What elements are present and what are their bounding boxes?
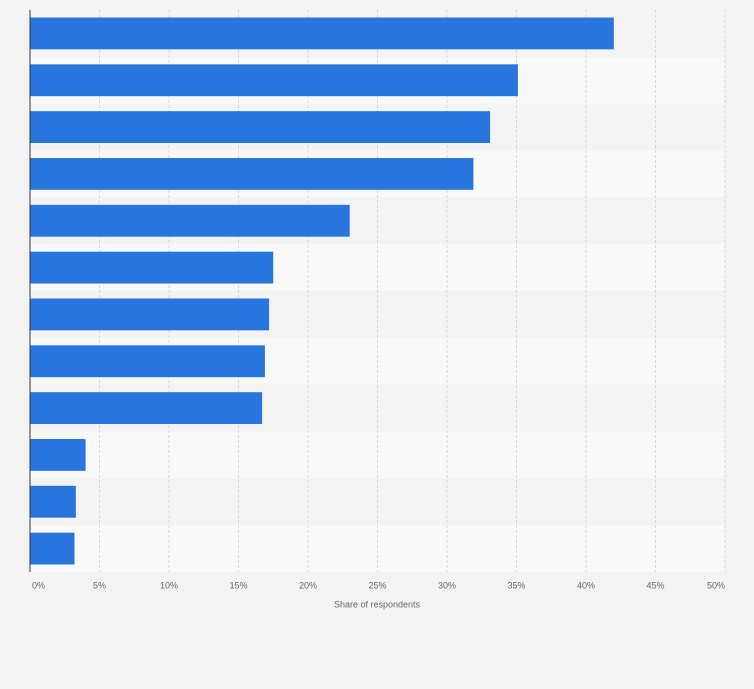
x-tick-label: 30% bbox=[438, 580, 456, 590]
x-tick-label: 50% bbox=[707, 580, 725, 590]
x-tick-label: 20% bbox=[299, 580, 317, 590]
x-tick-label: 10% bbox=[160, 580, 178, 590]
bar bbox=[30, 485, 76, 518]
bar bbox=[30, 111, 491, 144]
bar bbox=[30, 204, 350, 237]
x-tick-label: 0% bbox=[32, 580, 45, 590]
x-tick-label: 5% bbox=[93, 580, 106, 590]
bar bbox=[30, 392, 263, 425]
bar bbox=[30, 251, 274, 284]
x-tick-label: 40% bbox=[577, 580, 595, 590]
bar bbox=[30, 298, 270, 331]
bar bbox=[30, 64, 518, 97]
bar bbox=[30, 157, 474, 190]
x-tick-label: 25% bbox=[368, 580, 386, 590]
bar bbox=[30, 532, 75, 565]
bar bbox=[30, 345, 265, 378]
bar bbox=[30, 438, 86, 471]
x-axis-label: Share of respondents bbox=[334, 599, 421, 609]
x-tick-label: 35% bbox=[507, 580, 525, 590]
x-tick-label: 15% bbox=[229, 580, 247, 590]
x-tick-label: 45% bbox=[646, 580, 664, 590]
bar bbox=[30, 17, 614, 50]
